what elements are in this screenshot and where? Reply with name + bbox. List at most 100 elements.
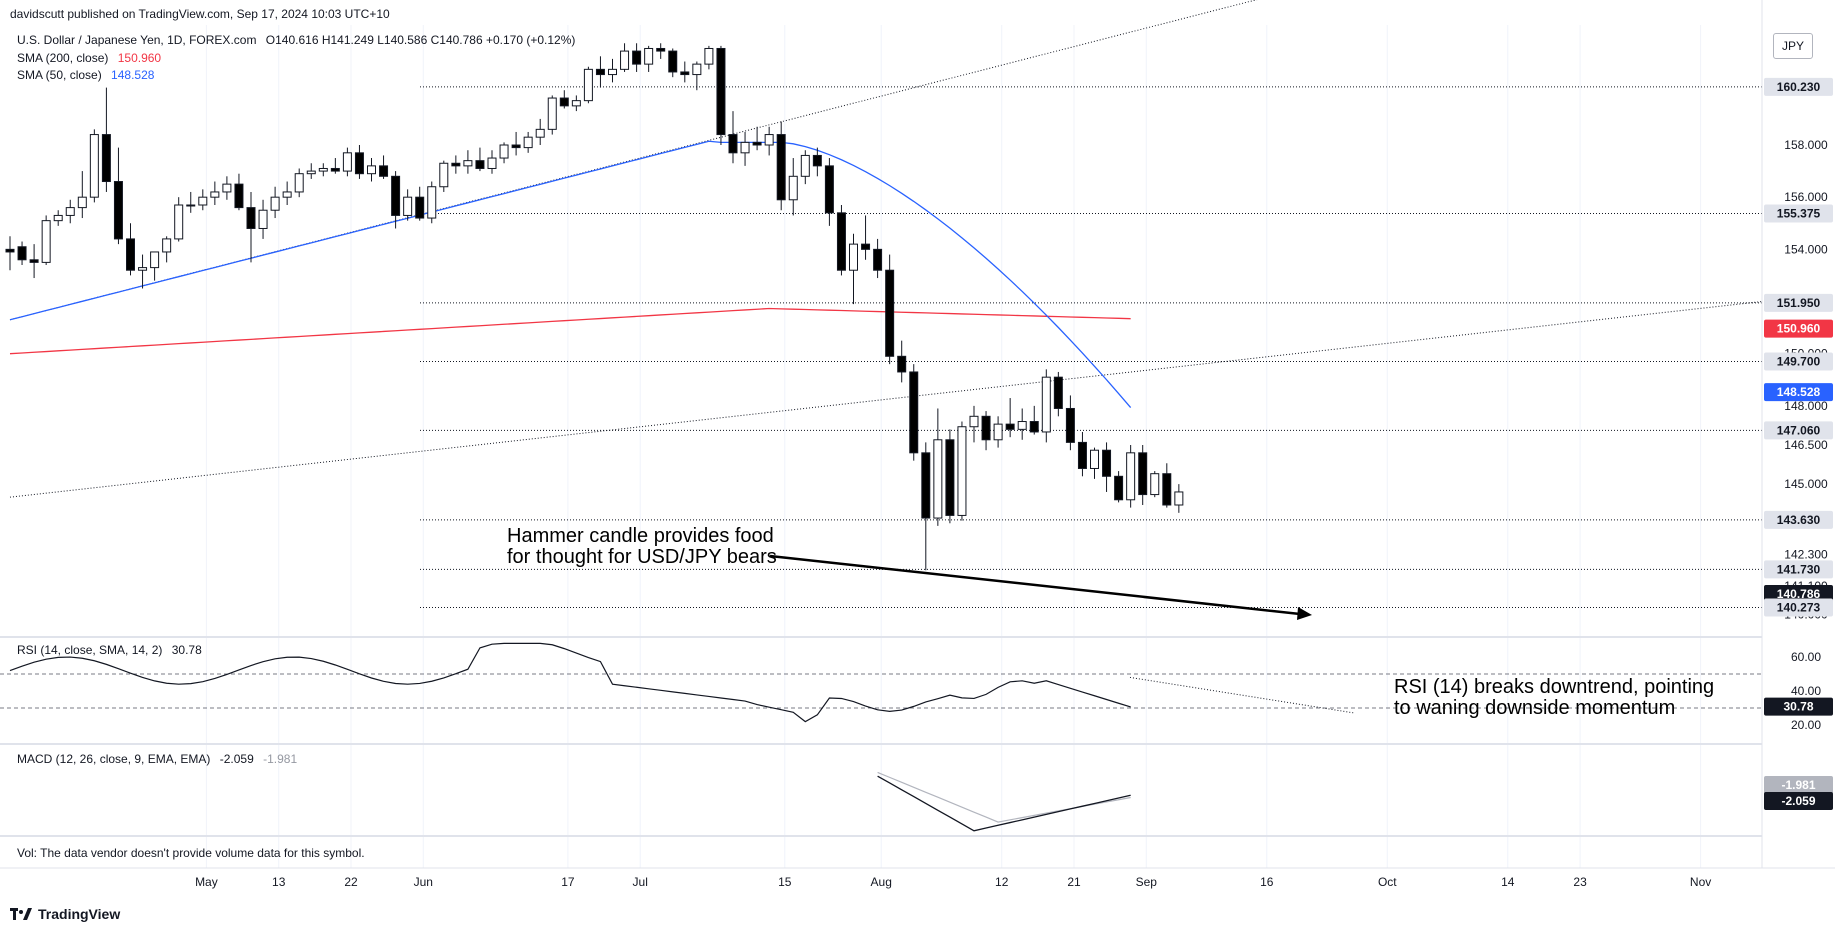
candle-body[interactable] xyxy=(680,71,690,76)
candle-body[interactable] xyxy=(306,170,316,175)
candle-body[interactable] xyxy=(113,181,123,240)
candle-body[interactable] xyxy=(427,186,437,219)
time-axis[interactable]: May 13 22 Jun 17 Jul 15 Aug 12 21 Sep 16 Oct 14 23 Nov xyxy=(0,867,1835,889)
candle-body[interactable] xyxy=(403,196,413,216)
rsi-legend[interactable]: RSI (14, close, SMA, 14, 2) 30.78 xyxy=(17,643,202,657)
candlesticks[interactable] xyxy=(5,43,1184,571)
candle-body[interactable] xyxy=(535,128,545,138)
candle-body[interactable] xyxy=(29,259,39,263)
candle-body[interactable] xyxy=(439,162,449,188)
candle-body[interactable] xyxy=(873,248,883,271)
symbol-legend[interactable]: U.S. Dollar / Japanese Yen, 1D, FOREX.co… xyxy=(17,33,575,47)
candle-body[interactable] xyxy=(752,141,762,146)
candle-body[interactable] xyxy=(53,214,63,222)
candle-body[interactable] xyxy=(909,371,919,454)
candle-body[interactable] xyxy=(234,183,244,209)
candle-body[interactable] xyxy=(800,154,810,177)
price-label[interactable]: 147.060 xyxy=(1777,423,1821,437)
candle-body[interactable] xyxy=(776,134,786,201)
candle-body[interactable] xyxy=(728,134,738,154)
candle-body[interactable] xyxy=(547,97,557,130)
candle-body[interactable] xyxy=(668,50,678,73)
candle-body[interactable] xyxy=(1114,475,1124,501)
candle-body[interactable] xyxy=(824,165,834,214)
price-label-box[interactable] xyxy=(1764,204,1833,223)
candle-body[interactable] xyxy=(282,191,292,198)
price-label[interactable]: 151.950 xyxy=(1777,296,1821,310)
price-label[interactable]: 140.273 xyxy=(1777,600,1821,614)
candle-body[interactable] xyxy=(150,251,160,269)
candle-body[interactable] xyxy=(222,183,232,193)
candle-body[interactable] xyxy=(788,175,798,201)
candle-body[interactable] xyxy=(511,144,521,149)
candle-body[interactable] xyxy=(17,246,27,261)
candle-body[interactable] xyxy=(861,243,871,250)
candle-body[interactable] xyxy=(330,167,340,172)
price-label[interactable]: 140.786 xyxy=(1777,587,1821,601)
candle-body[interactable] xyxy=(210,191,220,198)
price-label-box[interactable] xyxy=(1764,319,1833,338)
candle-body[interactable] xyxy=(354,152,364,175)
candle-body[interactable] xyxy=(270,196,280,211)
candle-body[interactable] xyxy=(342,152,352,172)
macd-value-label[interactable]: -1.981 xyxy=(1781,778,1815,792)
rsi-value-label[interactable]: 30.78 xyxy=(1783,700,1813,714)
candle-body[interactable] xyxy=(559,97,569,107)
candle-body[interactable] xyxy=(583,68,593,102)
candle-body[interactable] xyxy=(764,134,774,146)
candle-body[interactable] xyxy=(957,426,967,516)
candle-body[interactable] xyxy=(1162,473,1172,506)
candle-body[interactable] xyxy=(451,162,461,167)
candle-body[interactable] xyxy=(523,136,533,149)
candle-body[interactable] xyxy=(391,175,401,216)
candle-body[interactable] xyxy=(186,204,196,207)
rsi-line[interactable] xyxy=(9,642,1131,723)
candle-body[interactable] xyxy=(836,212,846,271)
price-label-box[interactable] xyxy=(1764,352,1833,371)
price-label[interactable]: 143.630 xyxy=(1777,513,1821,527)
candle-body[interactable] xyxy=(487,157,497,169)
candle-body[interactable] xyxy=(463,160,473,167)
candle-body[interactable] xyxy=(1150,473,1160,496)
rsi-value-box[interactable] xyxy=(1764,697,1833,716)
macd-pane[interactable] xyxy=(877,771,1131,832)
candle-body[interactable] xyxy=(1090,449,1099,469)
price-label[interactable]: 150.960 xyxy=(1777,322,1821,336)
candle-body[interactable] xyxy=(608,68,617,76)
candle-body[interactable] xyxy=(1126,452,1136,501)
candle-body[interactable] xyxy=(849,243,858,271)
candle-body[interactable] xyxy=(1041,376,1051,433)
candle-body[interactable] xyxy=(499,144,509,159)
candle-body[interactable] xyxy=(367,165,376,175)
candle-body[interactable] xyxy=(415,196,425,219)
candle-body[interactable] xyxy=(5,248,15,253)
candle-body[interactable] xyxy=(656,47,666,52)
sma50-legend[interactable]: SMA (50, close) 148.528 xyxy=(17,68,154,82)
price-axis[interactable]: 158.000156.000154.000150.000148.000146.5… xyxy=(1761,0,1833,868)
candle-body[interactable] xyxy=(993,423,1003,441)
candle-body[interactable] xyxy=(1065,407,1075,443)
macd-legend[interactable]: MACD (12, 26, close, 9, EMA, EMA) -2.059… xyxy=(17,752,297,766)
candle-body[interactable] xyxy=(1017,421,1027,430)
candle-body[interactable] xyxy=(921,452,931,519)
candle-body[interactable] xyxy=(198,196,208,206)
sma200-legend[interactable]: SMA (200, close) 150.960 xyxy=(17,51,161,65)
candle-body[interactable] xyxy=(644,47,654,65)
price-label-box[interactable] xyxy=(1764,598,1833,617)
candle-body[interactable] xyxy=(969,415,979,428)
candle-body[interactable] xyxy=(379,165,389,177)
price-label[interactable]: 160.230 xyxy=(1777,80,1821,94)
candle-body[interactable] xyxy=(704,47,714,65)
candle-body[interactable] xyxy=(897,355,907,373)
candle-body[interactable] xyxy=(101,134,111,183)
candle-body[interactable] xyxy=(1138,452,1148,496)
candle-body[interactable] xyxy=(318,167,328,172)
candle-body[interactable] xyxy=(258,209,268,229)
candle-body[interactable] xyxy=(812,154,822,167)
candle-body[interactable] xyxy=(475,160,485,169)
macd-value-box[interactable] xyxy=(1764,776,1833,794)
rsi-pane[interactable] xyxy=(0,642,1762,723)
price-label-box[interactable] xyxy=(1764,421,1833,440)
candle-body[interactable] xyxy=(246,207,256,229)
candle-body[interactable] xyxy=(620,50,630,70)
